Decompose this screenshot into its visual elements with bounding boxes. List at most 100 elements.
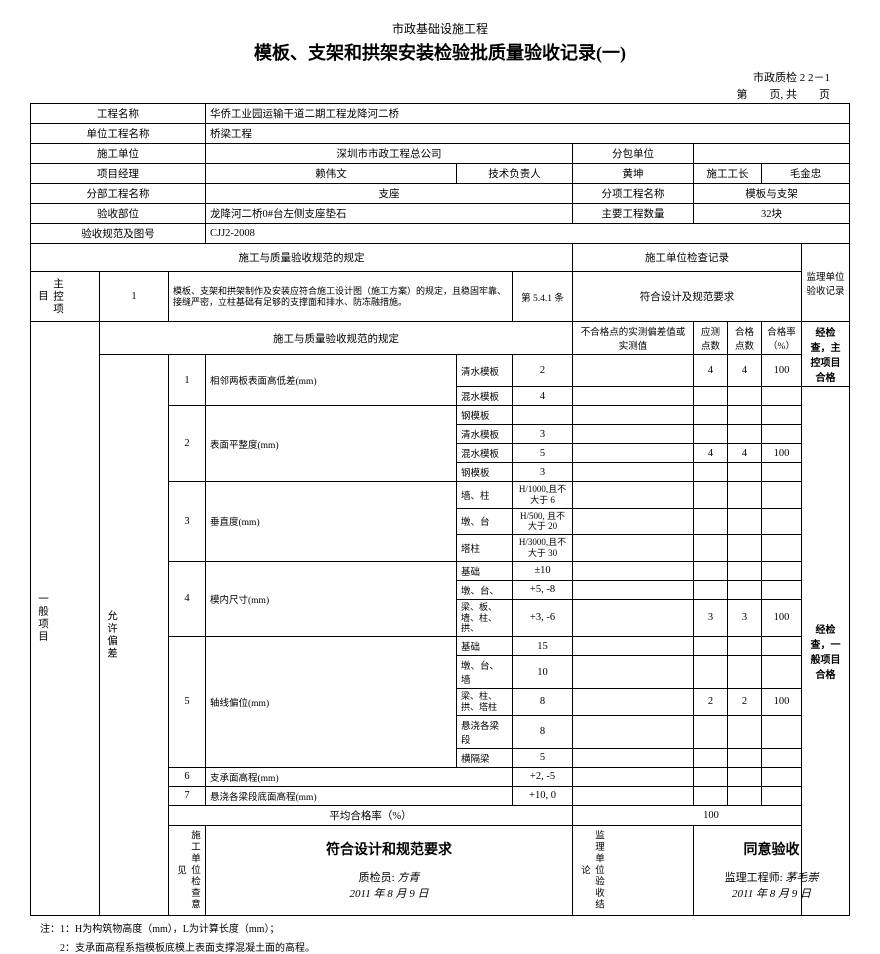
sub-name: 墙、柱 [457,482,513,509]
sub-name: 墩、台 [457,508,513,535]
avg-label: 平均合格率（%） [169,805,573,825]
label: 项目经理 [31,164,206,184]
footnote-2: 2：支承面高程系指模板底模上表面支撑混凝土面的高程。 [30,939,850,954]
row-name: 模内尺寸(mm) [206,561,457,636]
sub-name: 混水模板 [457,387,513,406]
row-num: 3 [169,482,206,562]
master-result: 符合设计及规范要求 [573,272,802,322]
row-name: 表面平整度(mm) [206,406,457,482]
row-name: 相邻两板表面高低差(mm) [206,355,457,406]
sub-name: 梁、柱、拱、塔柱 [457,689,513,716]
avg-val: 100 [573,805,850,825]
tol: H/1000,且不大于 6 [513,482,573,509]
val: 4 [694,355,728,387]
value: 毛金忠 [762,164,850,184]
sub-name: 基础 [457,637,513,656]
tol [513,406,573,425]
detail-label: 应测点数 [694,322,728,355]
sig-left-block: 符合设计和规范要求 质检员: 方青 2011 年 8 月 9 日 [206,825,573,915]
val: 100 [762,444,802,463]
detail-label: 合格点数 [728,322,762,355]
value: 赖伟文 [206,164,457,184]
value [694,144,850,164]
tol: +5, -8 [513,580,573,599]
row-num: 4 [169,561,206,636]
detail-label: 不合格点的实测偏差值或实测值 [573,322,694,355]
sub-name: 梁、板、墙、柱、拱、 [457,599,513,636]
label: 验收部位 [31,204,206,224]
tol: 3 [513,425,573,444]
tol: +3, -6 [513,599,573,636]
tol: 5 [513,748,573,767]
header-subtitle: 市政基础设施工程 [30,20,850,37]
detail-label: 合格率（%） [762,322,802,355]
general-vlabel: 一般项目 [31,322,100,916]
val: 100 [762,599,802,636]
sub-name: 塔柱 [457,535,513,562]
row-name: 支承面高程(mm) [206,767,513,786]
tol: 10 [513,656,573,689]
row-num: 2 [169,406,206,482]
sub-name: 墩、台、 [457,580,513,599]
meas [573,355,694,387]
header-title: 模板、支架和拱架安装检验批质量验收记录(一) [30,39,850,65]
header-code: 市政质检 2 2－1 [30,69,850,85]
master-clause: 第 5.4.1 条 [513,272,573,322]
tol: +10, 0 [513,786,573,805]
sub-name: 钢模板 [457,406,513,425]
value: 32块 [694,204,850,224]
sig-left-vlabel: 施工单位检查意见 [169,825,206,915]
tol: 2 [513,355,573,387]
row-name: 垂直度(mm) [206,482,457,562]
val: 4 [694,444,728,463]
master-verdict: 经检查，主控项目合格 [802,322,850,387]
label: 分项工程名称 [573,184,694,204]
master-num: 1 [100,272,169,322]
row-num: 7 [169,786,206,805]
main-table: 工程名称 华侨工业园运输干道二期工程龙降河二桥 单位工程名称 桥梁工程 施工单位… [30,103,850,916]
label: 分包单位 [573,144,694,164]
row-name: 悬浇各梁段底面高程(mm) [206,786,513,805]
label: 验收规范及图号 [31,224,206,244]
meas [573,387,694,406]
value: 龙降河二桥0#台左侧支座垫石 [206,204,573,224]
label: 技术负责人 [457,164,573,184]
section-label: 监理单位验收记录 [802,244,850,322]
val: 4 [728,444,762,463]
tol: H/500, 且不大于 20 [513,508,573,535]
allow-vlabel: 允许偏差 [100,355,169,916]
footnote-1: 注：1：H为构筑物高度（mm），L为计算长度（mm）； [30,920,850,935]
tol: +2, -5 [513,767,573,786]
detail-label: 施工与质量验收规范的规定 [100,322,573,355]
row-name: 轴线偏位(mm) [206,637,457,768]
tol: 15 [513,637,573,656]
tol: 8 [513,715,573,748]
val: 3 [694,599,728,636]
value: 黄坤 [573,164,694,184]
tol: 3 [513,463,573,482]
sub-name: 清水模板 [457,355,513,387]
value: 华侨工业园运输干道二期工程龙降河二桥 [206,104,850,124]
tol: 5 [513,444,573,463]
val: 2 [694,689,728,716]
sub-name: 墩、台、墙 [457,656,513,689]
sub-name: 混水模板 [457,444,513,463]
row-num: 6 [169,767,206,786]
label: 施工单位 [31,144,206,164]
val: 2 [728,689,762,716]
tol: ±10 [513,561,573,580]
label: 单位工程名称 [31,124,206,144]
label: 施工工长 [694,164,762,184]
tol: 4 [513,387,573,406]
label: 工程名称 [31,104,206,124]
section-label: 施工与质量验收规范的规定 [31,244,573,272]
sig-right-block: 同意验收 监理工程师: 茅毛崇 2011 年 8 月 9 日 [694,825,850,915]
sub-name: 钢模板 [457,463,513,482]
master-vlabel: 主控项目 [31,272,100,322]
value: 深圳市市政工程总公司 [206,144,573,164]
sub-name: 清水模板 [457,425,513,444]
sub-name: 横隔梁 [457,748,513,767]
label: 主要工程数量 [573,204,694,224]
section-label: 施工单位检查记录 [573,244,802,272]
master-desc: 模板、支架和拱架制作及安装应符合施工设计图（施工方案）的规定，且稳固牢靠、接缝严… [169,272,513,322]
